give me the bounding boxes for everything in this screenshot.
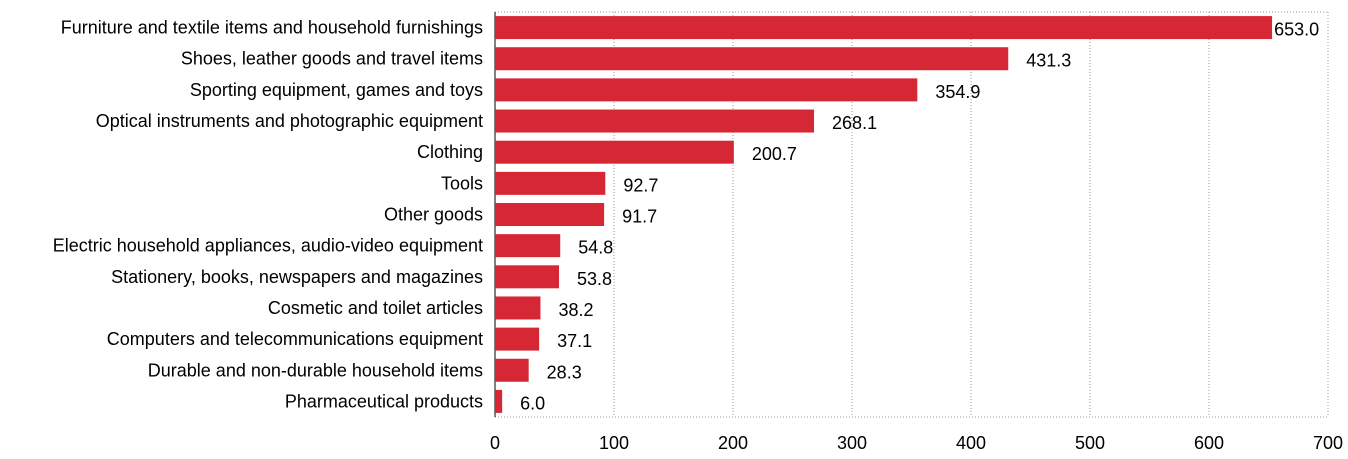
value-label: 37.1 [557,331,592,351]
bar [495,234,561,258]
bar [495,296,541,320]
x-tick-label: 600 [1194,433,1224,453]
category-label: Sporting equipment, games and toys [190,80,483,100]
bars [495,16,1273,413]
category-label: Furniture and textile items and househol… [61,18,483,38]
bar [495,265,560,289]
category-label: Electric household appliances, audio-vid… [53,236,483,256]
bar [495,47,1009,71]
x-tick-label: 500 [1075,433,1105,453]
x-tick-label: 700 [1313,433,1343,453]
category-label: Pharmaceutical products [285,391,483,411]
value-label: 53.8 [577,269,612,289]
category-label: Clothing [417,142,483,162]
value-label: 92.7 [623,175,658,195]
x-tick-label: 0 [490,433,500,453]
value-label: 91.7 [622,207,657,227]
value-label: 28.3 [547,362,582,382]
value-label: 6.0 [520,393,545,413]
bar [495,171,606,195]
category-label: Durable and non-durable household items [148,360,483,380]
x-tick-label: 300 [837,433,867,453]
x-axis-ticks: 0 100 200 300 400 500 600 700 [490,433,1343,453]
bar [495,327,540,351]
category-label: Other goods [384,205,483,225]
x-tick-label: 200 [718,433,748,453]
bar [495,16,1273,40]
value-label: 200.7 [752,144,797,164]
bar [495,358,529,382]
value-label: 431.3 [1026,51,1071,71]
bar [495,140,734,164]
bar [495,78,918,102]
value-label: 54.8 [578,238,613,258]
grid-lines [494,11,1329,418]
x-tick-label: 400 [956,433,986,453]
category-labels: Furniture and textile items and househol… [53,18,483,412]
value-label: 38.2 [558,300,593,320]
category-label: Computers and telecommunications equipme… [107,329,483,349]
value-label: 354.9 [935,82,980,102]
category-label: Stationery, books, newspapers and magazi… [111,267,483,287]
bar [495,203,605,226]
category-label: Optical instruments and photographic equ… [96,111,483,131]
value-label: 268.1 [832,113,877,133]
category-label: Shoes, leather goods and travel items [181,49,483,69]
category-label: Cosmetic and toilet articles [268,298,483,318]
value-labels: 653.0 431.3 354.9 268.1 200.7 92.7 91.7 54.8 53.… [520,20,1319,414]
bar [495,389,503,413]
bar [495,109,815,133]
category-label: Tools [441,173,483,193]
x-tick-label: 100 [599,433,629,453]
value-label: 653.0 [1274,20,1319,40]
